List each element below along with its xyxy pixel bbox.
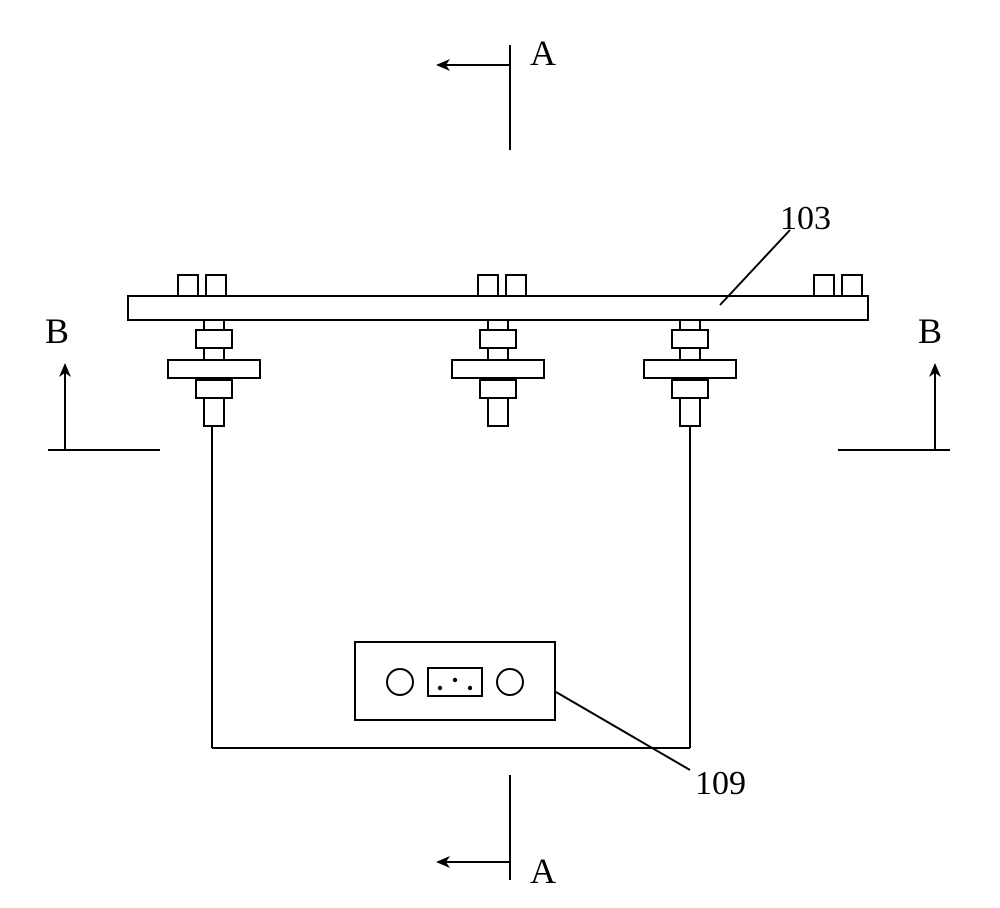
hanger-washer-left bbox=[168, 360, 260, 378]
hanger-shaft-tail-center bbox=[488, 398, 508, 426]
panel-dot-1 bbox=[453, 678, 457, 682]
top-nut-center-0 bbox=[478, 275, 498, 296]
callout-leader-103 bbox=[720, 230, 790, 305]
hanger-upper-nut-center bbox=[480, 330, 516, 348]
hanger-upper-nut-right bbox=[672, 330, 708, 348]
section-letter-B-right: B bbox=[918, 310, 942, 352]
section-letter-A-top: A bbox=[530, 32, 556, 74]
section-letter-B-left: B bbox=[45, 310, 69, 352]
top-nut-left-0 bbox=[178, 275, 198, 296]
top-nut-right-0 bbox=[814, 275, 834, 296]
hanger-washer-right bbox=[644, 360, 736, 378]
hanger-shaft-top-right bbox=[680, 320, 700, 330]
hanger-shaft-top-left bbox=[204, 320, 224, 330]
panel-dot-0 bbox=[438, 686, 442, 690]
hanger-shaft-mid1-center bbox=[488, 348, 508, 360]
hanger-shaft-tail-left bbox=[204, 398, 224, 426]
top-nut-center-1 bbox=[506, 275, 526, 296]
hanger-washer-center bbox=[452, 360, 544, 378]
callout-label-103: 103 bbox=[780, 200, 831, 238]
hanger-shaft-tail-right bbox=[680, 398, 700, 426]
hanger-upper-nut-left bbox=[196, 330, 232, 348]
top-nut-right-1 bbox=[842, 275, 862, 296]
hanger-lower-nut-left bbox=[196, 380, 232, 398]
hanger-shaft-mid1-left bbox=[204, 348, 224, 360]
hanger-lower-nut-right bbox=[672, 380, 708, 398]
engineering-diagram bbox=[0, 0, 1000, 908]
hanger-lower-nut-center bbox=[480, 380, 516, 398]
callout-label-109: 109 bbox=[695, 765, 746, 803]
hanger-shaft-top-center bbox=[488, 320, 508, 330]
section-letter-A-bottom: A bbox=[530, 850, 556, 892]
top-plate bbox=[128, 296, 868, 320]
hanger-shaft-mid1-right bbox=[680, 348, 700, 360]
top-nut-left-1 bbox=[206, 275, 226, 296]
panel-dot-2 bbox=[468, 686, 472, 690]
callout-leader-109 bbox=[556, 692, 690, 770]
